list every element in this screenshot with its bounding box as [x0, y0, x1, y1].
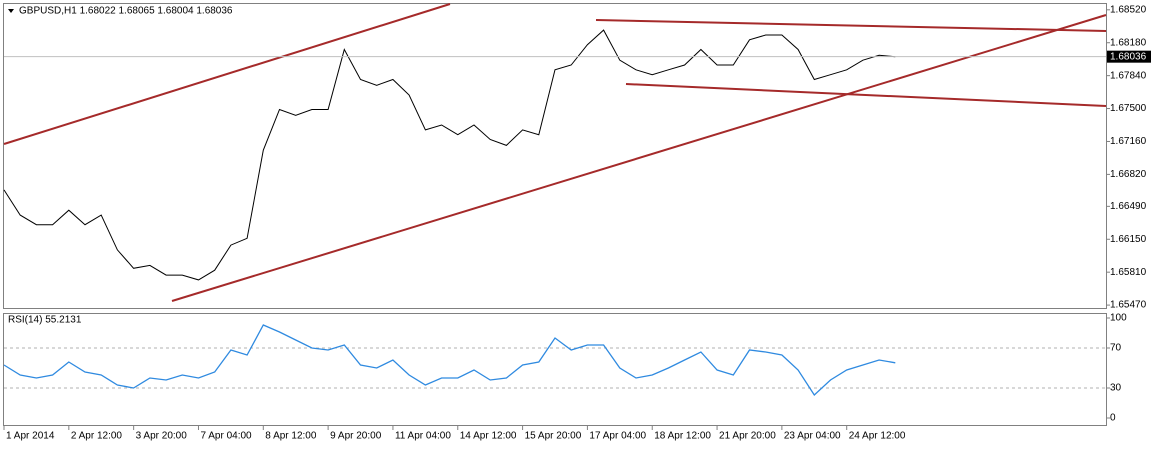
- last-price-box: [1107, 50, 1151, 63]
- channel-lower: [171, 14, 1107, 302]
- x-tick-label: 8 Apr 12:00: [265, 431, 317, 442]
- series-line: [3, 29, 896, 281]
- y-tick-label: 1.66490: [1110, 201, 1147, 212]
- y-tick-label: 1.65470: [1110, 300, 1147, 311]
- channel-upper: [3, 3, 451, 145]
- triangle-lower: [625, 83, 1107, 107]
- x-tick-label: 11 Apr 04:00: [395, 431, 451, 442]
- collapse-icon[interactable]: [8, 9, 14, 13]
- y-tick-label: 1.66150: [1110, 234, 1147, 245]
- y-tick-label: 1.65810: [1110, 267, 1147, 278]
- x-tick-label: 3 Apr 20:00: [136, 431, 188, 442]
- last-price-label: 1.68036: [1110, 51, 1147, 62]
- x-tick-label: 15 Apr 20:00: [525, 431, 582, 442]
- rsi-title: RSI(14) 55.2131: [8, 315, 82, 326]
- x-tick-label: 2 Apr 12:00: [71, 431, 123, 442]
- price-panel: [3, 3, 1107, 309]
- x-tick-label: 14 Apr 12:00: [460, 431, 517, 442]
- x-tick-label: 9 Apr 20:00: [330, 431, 382, 442]
- y-tick-label: 1.68180: [1110, 37, 1147, 48]
- y-tick-label: 0: [1110, 413, 1116, 424]
- series-line: [3, 324, 896, 397]
- x-tick-label: 1 Apr 2014: [6, 431, 55, 442]
- triangle-upper: [595, 19, 1107, 32]
- y-tick-label: 1.68520: [1110, 4, 1147, 15]
- x-tick-label: 24 Apr 12:00: [849, 431, 906, 442]
- x-tick-label: 21 Apr 20:00: [719, 431, 776, 442]
- y-tick-label: 1.67500: [1110, 103, 1147, 114]
- y-tick-label: 70: [1110, 343, 1122, 354]
- chart-title: GBPUSD,H1 1.68022 1.68065 1.68004 1.6803…: [19, 6, 233, 17]
- rsi-panel: [3, 313, 1107, 426]
- y-tick-label: 1.67840: [1110, 70, 1147, 81]
- trend-lines: [3, 3, 1107, 302]
- y-tick-label: 1.66820: [1110, 169, 1147, 180]
- x-tick-label: 23 Apr 04:00: [784, 431, 841, 442]
- x-tick-label: 17 Apr 04:00: [589, 431, 646, 442]
- y-tick-label: 1.67160: [1110, 136, 1147, 147]
- y-tick-label: 30: [1110, 383, 1122, 394]
- x-tick-label: 7 Apr 04:00: [200, 431, 252, 442]
- x-tick-label: 18 Apr 12:00: [654, 431, 711, 442]
- y-tick-label: 100: [1110, 313, 1127, 324]
